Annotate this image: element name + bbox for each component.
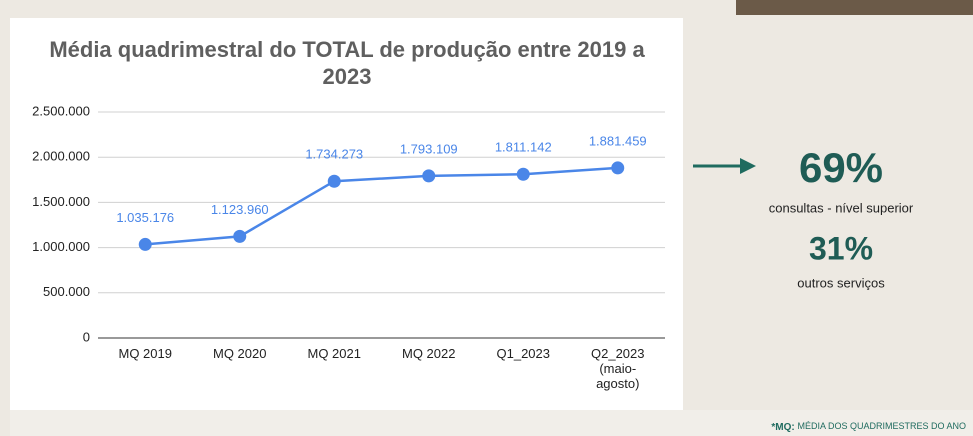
highlight-value: 31%	[809, 230, 873, 266]
point	[233, 230, 246, 243]
x-tick-label: MQ 2022	[397, 346, 461, 361]
data-label: 1.035.176	[116, 210, 174, 225]
point	[517, 168, 530, 181]
y-tick-label: 1.500.000	[32, 194, 90, 209]
photo-strip	[736, 0, 973, 15]
footnote: *MQ: MÉDIA DOS QUADRIMESTRES DO ANO	[771, 421, 966, 432]
highlight-value: 69%	[799, 144, 883, 191]
data-label: 1.811.142	[495, 140, 552, 155]
x-tick-label: Q2_2023 (maio-agosto)	[586, 346, 650, 391]
point	[328, 175, 341, 188]
x-tick-label: MQ 2021	[302, 346, 366, 361]
arrow-head	[740, 158, 756, 174]
data-label: 1.881.459	[589, 133, 647, 148]
footnote-term: *MQ:	[771, 422, 794, 433]
x-tick-label: Q1_2023	[491, 346, 555, 361]
slide: Média quadrimestral do TOTAL de produção…	[0, 0, 973, 436]
y-tick-label: 0	[83, 329, 90, 344]
point	[422, 169, 435, 182]
point	[139, 238, 152, 251]
point	[611, 161, 624, 174]
y-tick-label: 2.000.000	[32, 149, 90, 164]
highlight-label: outros serviços	[797, 275, 885, 290]
data-label: 1.793.109	[400, 141, 458, 156]
highlight-label: consultas - nível superior	[769, 200, 914, 215]
x-tick-label: MQ 2019	[113, 346, 177, 361]
data-label: 1.734.273	[305, 147, 363, 162]
y-tick-label: 1.000.000	[32, 239, 90, 254]
y-tick-label: 500.000	[43, 284, 90, 299]
footnote-text: MÉDIA DOS QUADRIMESTRES DO ANO	[797, 421, 966, 431]
slide-graphics: Média quadrimestral do TOTAL de produção…	[0, 0, 973, 436]
data-label: 1.123.960	[211, 202, 269, 217]
x-tick-label: MQ 2020	[208, 346, 272, 361]
y-tick-label: 2.500.000	[32, 103, 90, 118]
